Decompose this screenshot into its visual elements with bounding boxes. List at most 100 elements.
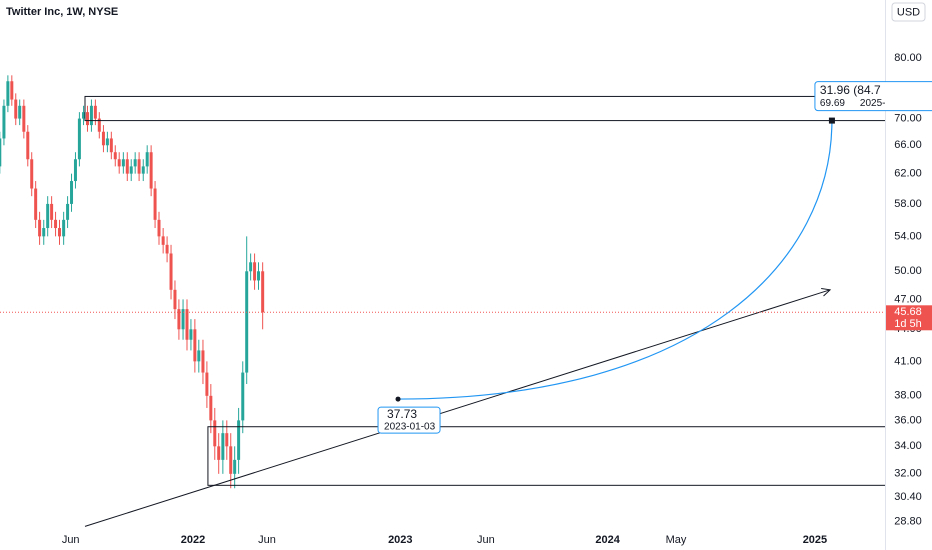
candle-body bbox=[73, 159, 77, 182]
candle-body bbox=[10, 81, 14, 100]
candle-body bbox=[6, 81, 10, 106]
candle-body bbox=[70, 181, 74, 204]
y-tick-label: 54.00 bbox=[894, 230, 922, 242]
candle-body bbox=[18, 105, 22, 119]
candle-body bbox=[101, 131, 105, 146]
y-tick-label: 34.00 bbox=[894, 440, 922, 452]
candle-body bbox=[34, 188, 38, 220]
candle-body bbox=[113, 152, 117, 160]
candle-body bbox=[185, 309, 189, 340]
candle-body bbox=[249, 262, 253, 272]
candle-body bbox=[193, 329, 197, 362]
y-tick-label: 36.00 bbox=[894, 414, 922, 426]
candle-body bbox=[30, 159, 34, 189]
candle-body bbox=[2, 105, 6, 139]
candle-body bbox=[181, 309, 185, 330]
plot-area bbox=[0, 75, 885, 527]
currency: USD bbox=[897, 6, 920, 18]
candle-body bbox=[261, 271, 265, 313]
y-tick-label: 41.00 bbox=[894, 355, 922, 367]
y-tick-label: 80.00 bbox=[894, 52, 922, 64]
candle-body bbox=[57, 228, 61, 237]
countdown-label: 1d 5h bbox=[894, 318, 922, 330]
candle-body bbox=[205, 372, 209, 396]
candle-body bbox=[14, 99, 18, 119]
candle-body bbox=[54, 219, 58, 229]
candle-body bbox=[241, 372, 245, 421]
candle-body bbox=[189, 329, 193, 340]
candle-body bbox=[121, 159, 125, 167]
price-zone bbox=[207, 426, 885, 486]
end-price-label: 69.69 bbox=[820, 98, 845, 109]
candle-body bbox=[221, 433, 225, 460]
candle-body bbox=[141, 166, 145, 174]
projection-end bbox=[828, 117, 835, 124]
end-label-box bbox=[814, 81, 932, 112]
last-price-label: 45.68 bbox=[894, 306, 922, 318]
candle-body bbox=[26, 131, 30, 160]
start-date-label: 2023-01-03 bbox=[384, 422, 436, 433]
last-price-box bbox=[886, 305, 932, 331]
x-tick-label: 2022 bbox=[181, 534, 205, 546]
candle-body bbox=[253, 262, 257, 281]
candle-body bbox=[237, 420, 241, 460]
x-tick-label: 2025 bbox=[803, 534, 827, 546]
currency-box[interactable] bbox=[891, 2, 926, 22]
y-tick-label: 58.00 bbox=[894, 198, 922, 210]
x-tick-label: Jun bbox=[62, 534, 80, 546]
candle-body bbox=[201, 350, 205, 373]
candle-body bbox=[97, 118, 101, 132]
candle-body bbox=[82, 112, 86, 119]
candle-body bbox=[77, 118, 81, 160]
candle-body bbox=[257, 271, 261, 281]
candle-body bbox=[125, 159, 129, 174]
y-tick-label: 38.00 bbox=[894, 390, 922, 402]
candle-body bbox=[38, 219, 42, 237]
y-tick-label: 70.00 bbox=[894, 112, 922, 124]
y-tick-label: 50.00 bbox=[894, 265, 922, 277]
candle-body bbox=[217, 446, 221, 460]
candle-body bbox=[245, 271, 249, 373]
y-tick-label: 30.40 bbox=[894, 491, 922, 503]
x-tick-label: 2023 bbox=[388, 534, 412, 546]
y-tick-label: 28.80 bbox=[894, 516, 922, 528]
x-tick-label: Jun bbox=[258, 534, 276, 546]
trend-line bbox=[84, 289, 831, 527]
candle-body bbox=[50, 203, 54, 220]
candle-body bbox=[0, 138, 2, 167]
candle-body bbox=[149, 152, 153, 189]
candle-body bbox=[173, 289, 177, 310]
start-label-box bbox=[377, 406, 441, 434]
chart-title: Twitter Inc, 1W, NYSE bbox=[6, 6, 118, 18]
candle-body bbox=[145, 152, 149, 167]
candle-body bbox=[137, 159, 141, 174]
x-tick-label: Jun bbox=[477, 534, 495, 546]
candle-body bbox=[62, 219, 66, 237]
projection-curve bbox=[398, 120, 833, 400]
candle-body bbox=[129, 166, 133, 174]
start-price-label: 37.73 bbox=[387, 407, 417, 421]
y-tick-label: 47.00 bbox=[894, 293, 922, 305]
candle-body bbox=[213, 420, 217, 447]
candle-body bbox=[161, 236, 165, 245]
end-date-label: 2025- bbox=[860, 98, 886, 109]
candle-body bbox=[165, 244, 169, 254]
candle-body bbox=[197, 350, 201, 362]
trend-arrowhead bbox=[821, 288, 832, 297]
candle-body bbox=[157, 219, 161, 237]
candle-body bbox=[105, 138, 109, 146]
price-zone bbox=[84, 95, 885, 122]
y-tick-label: 66.00 bbox=[894, 139, 922, 151]
candle-body bbox=[117, 159, 121, 167]
y-tick-label: 32.00 bbox=[894, 468, 922, 480]
candle-body bbox=[66, 203, 70, 220]
candle-body bbox=[153, 188, 157, 220]
candle-body bbox=[22, 105, 26, 132]
y-tick-label: 62.00 bbox=[894, 168, 922, 180]
candle-body bbox=[133, 159, 137, 167]
change-label: 31.96 (84.7 bbox=[820, 83, 881, 97]
candle-body bbox=[233, 459, 237, 474]
candle-body bbox=[46, 203, 50, 229]
